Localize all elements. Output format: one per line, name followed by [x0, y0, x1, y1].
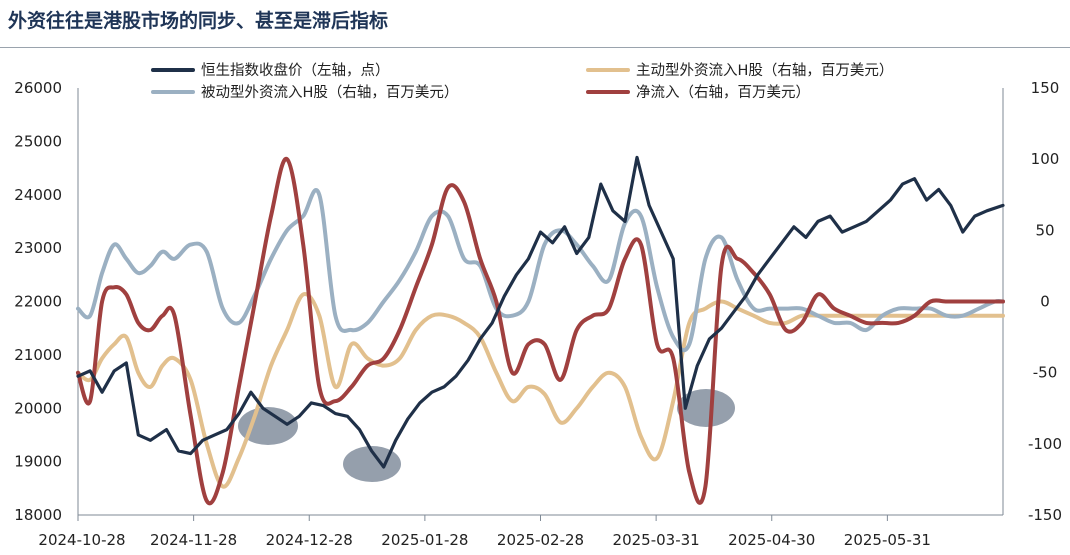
legend-label-active: 主动型外资流入H股（右轴，百万美元）	[636, 62, 893, 79]
left-tick-label: 18000	[14, 506, 62, 524]
chart-title: 外资往往是港股市场的同步、甚至是滞后指标	[8, 10, 389, 32]
left-tick-label: 19000	[14, 453, 62, 471]
left-tick-label: 21000	[14, 346, 62, 364]
left-tick-label: 20000	[14, 399, 62, 417]
x-tick-label: 2025-04-30	[728, 531, 815, 549]
x-tick-label: 2025-05-31	[844, 531, 931, 549]
legend: 恒生指数收盘价（左轴，点） 主动型外资流入H股（右轴，百万美元） 被动型外资流入H股…	[151, 61, 893, 101]
legend-label-net: 净流入（右轴，百万美元）	[636, 84, 810, 101]
left-tick-label: 26000	[14, 79, 62, 97]
series-line-net	[76, 157, 1005, 506]
left-tick-label: 25000	[14, 132, 62, 150]
legend-label-hsi: 恒生指数收盘价（左轴，点）	[201, 61, 390, 79]
x-tick-label: 2024-10-28	[38, 531, 125, 549]
title-divider	[0, 47, 1070, 48]
x-tick-label: 2025-03-31	[613, 531, 700, 549]
series-line-hsi	[76, 155, 1005, 469]
legend-label-passive: 被动型外资流入H股（右轴，百万美元）	[201, 84, 458, 101]
right-tick-label: 100	[1031, 150, 1060, 168]
right-tick-label: 50	[1035, 221, 1054, 239]
left-tick-label: 23000	[14, 239, 62, 257]
x-tick-label: 2024-12-28	[266, 531, 353, 549]
right-tick-label: 0	[1040, 293, 1050, 311]
highlight-ellipse-2	[343, 446, 401, 482]
highlight-ellipse-3	[677, 389, 735, 427]
x-tick-label: 2025-02-28	[497, 531, 584, 549]
left-tick-label: 24000	[14, 186, 62, 204]
x-tick-label: 2025-01-28	[381, 531, 468, 549]
left-tick-label: 22000	[14, 293, 62, 311]
series-line-passive	[76, 188, 1005, 353]
x-tick-label: 2024-11-28	[150, 531, 237, 549]
right-tick-label: -150	[1028, 506, 1062, 524]
right-tick-label: 150	[1031, 79, 1060, 97]
right-tick-label: -50	[1033, 364, 1058, 382]
right-tick-label: -100	[1028, 435, 1062, 453]
